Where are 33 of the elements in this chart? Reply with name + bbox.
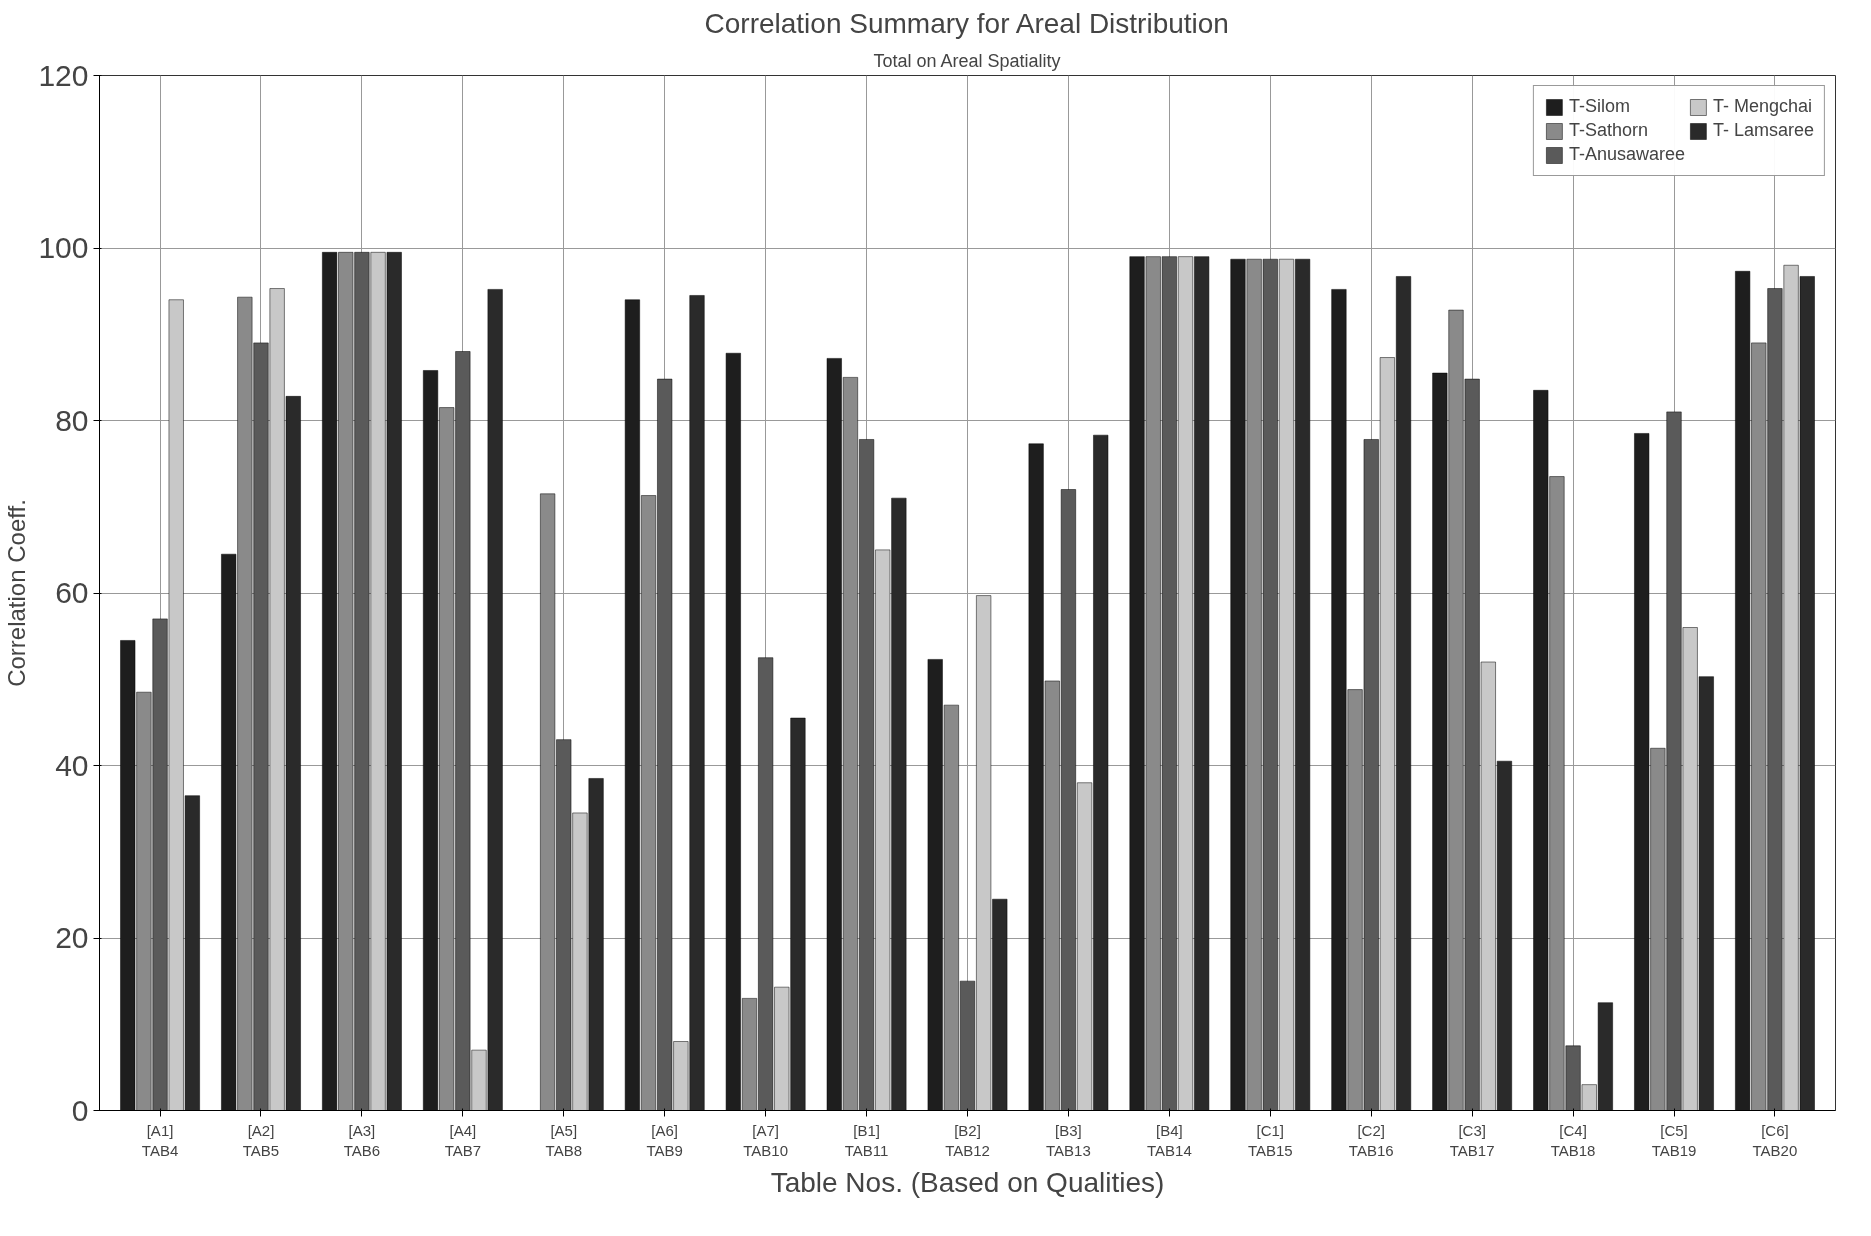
x-tick-label: [C6] TAB20 — [1752, 1121, 1798, 1159]
x-tick-label: [C5] TAB19 — [1651, 1121, 1697, 1159]
x-tick-label: [C1] TAB15 — [1247, 1121, 1293, 1159]
y-tick-label: 100 — [38, 231, 89, 264]
x-tick-label: [A6] TAB9 — [646, 1121, 683, 1159]
y-tick-label: 40 — [55, 748, 89, 782]
x-tick-label: [A7] TAB10 — [743, 1121, 789, 1159]
x-axis-title: Table Nos. (Based on Qualities) — [770, 1166, 1165, 1198]
x-tick-label: [C4] TAB18 — [1550, 1121, 1596, 1159]
y-tick-label: 80 — [55, 403, 89, 437]
y-tick-label: 120 — [38, 58, 89, 92]
legend-label: T-Sathorn — [1568, 120, 1648, 141]
x-tick-label: [B2] TAB12 — [945, 1121, 990, 1159]
x-tick-label: [A5] TAB8 — [545, 1121, 582, 1159]
x-tick-label: [A3] TAB6 — [343, 1121, 381, 1159]
chart-title: Correlation Summary for Areal Distribution — [704, 7, 1229, 39]
chart-subtitle: Total on Areal Spatiality — [873, 50, 1061, 71]
y-tick-label: 60 — [55, 576, 89, 609]
legend-label: T-Silom — [1568, 96, 1630, 117]
legend-label: T-Anusawaree — [1568, 144, 1685, 165]
x-tick-label: [A2] TAB5 — [242, 1121, 280, 1159]
legend-label: T- Lamsaree — [1712, 120, 1814, 141]
x-tick-label: [B3] TAB13 — [1046, 1121, 1091, 1159]
x-tick-label: [B4] TAB14 — [1146, 1121, 1192, 1159]
x-tick-label: [A4] TAB7 — [444, 1121, 482, 1159]
x-tick-label: [B1] TAB11 — [844, 1121, 889, 1159]
x-tick-label: [C2] TAB16 — [1348, 1121, 1394, 1159]
y-tick-label: 0 — [71, 1093, 89, 1127]
y-tick-label: 20 — [55, 921, 89, 954]
y-axis-title: Correlation Coeff. — [3, 499, 31, 687]
x-tick-label: [A1] TAB4 — [141, 1121, 179, 1159]
x-tick-label: [C3] TAB17 — [1449, 1121, 1495, 1159]
legend-label: T- Mengchai — [1712, 96, 1812, 117]
